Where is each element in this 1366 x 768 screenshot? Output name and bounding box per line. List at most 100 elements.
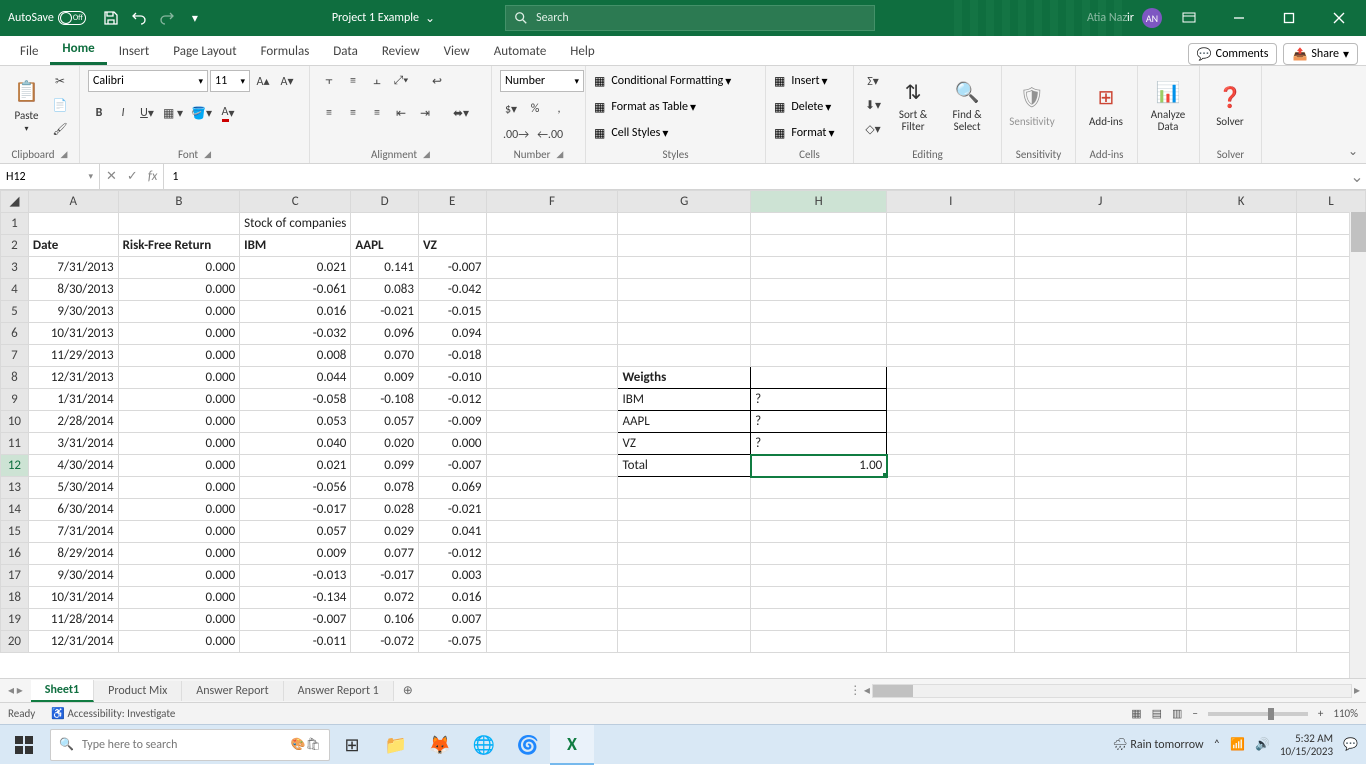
tab-insert[interactable]: Insert (107, 38, 162, 65)
cell[interactable] (618, 301, 751, 323)
cell[interactable] (1186, 323, 1296, 345)
delete-cells-button[interactable]: ▦ Delete ▾ (774, 96, 831, 118)
cell[interactable]: -0.012 (418, 389, 486, 411)
row-header[interactable]: 2 (1, 235, 29, 257)
dialog-launcher-icon[interactable]: ◢ (423, 149, 430, 160)
collapse-ribbon-button[interactable]: ⌄ (1348, 144, 1358, 159)
cell[interactable] (1015, 455, 1186, 477)
cell[interactable] (1186, 301, 1296, 323)
file-name[interactable]: Project 1 Example ⌄ (332, 11, 435, 26)
cell[interactable]: 4/30/2014 (28, 455, 118, 477)
column-header-E[interactable]: E (418, 191, 486, 213)
row-header[interactable]: 6 (1, 323, 29, 345)
cell[interactable]: 11/29/2013 (28, 345, 118, 367)
cell[interactable] (1186, 521, 1296, 543)
cell[interactable] (751, 565, 887, 587)
cell[interactable] (1186, 345, 1296, 367)
row-header[interactable]: 7 (1, 345, 29, 367)
cell[interactable]: Total (618, 455, 751, 477)
cell[interactable]: -0.007 (418, 455, 486, 477)
qat-customize[interactable]: ▾ (182, 4, 208, 32)
wrap-text-button[interactable]: ↩ (426, 70, 448, 92)
avatar[interactable]: AN (1142, 8, 1162, 28)
cell[interactable]: -0.108 (351, 389, 419, 411)
cell[interactable] (618, 257, 751, 279)
cell[interactable]: -0.007 (240, 609, 351, 631)
cell[interactable]: 0.000 (118, 279, 240, 301)
cell[interactable]: 6/30/2014 (28, 499, 118, 521)
cell[interactable] (486, 631, 618, 653)
row-header[interactable]: 15 (1, 521, 29, 543)
cell[interactable]: 0.041 (418, 521, 486, 543)
align-left-button[interactable]: ≡ (318, 102, 340, 124)
row-header[interactable]: 10 (1, 411, 29, 433)
format-cells-button[interactable]: ▦ Format ▾ (774, 122, 834, 144)
cell[interactable]: 0.028 (351, 499, 419, 521)
dialog-launcher-icon[interactable]: ◢ (61, 149, 68, 160)
border-button[interactable]: ▦ ▾ (160, 102, 186, 124)
row-header[interactable]: 8 (1, 367, 29, 389)
cell[interactable] (486, 455, 618, 477)
cell[interactable] (887, 609, 1015, 631)
cell[interactable] (887, 587, 1015, 609)
cell[interactable] (1015, 631, 1186, 653)
comma-button[interactable]: , (548, 98, 570, 120)
cell[interactable] (1186, 631, 1296, 653)
name-box[interactable]: H12▾ (0, 164, 100, 189)
cell[interactable] (618, 631, 751, 653)
decrease-indent-button[interactable]: ⇤ (390, 102, 412, 124)
cell[interactable] (486, 565, 618, 587)
enter-formula-button[interactable]: ✓ (127, 169, 138, 184)
cell[interactable]: 10/31/2014 (28, 587, 118, 609)
cell[interactable] (486, 499, 618, 521)
cell[interactable] (887, 499, 1015, 521)
row-header[interactable]: 13 (1, 477, 29, 499)
solver-button[interactable]: ❓Solver (1208, 70, 1252, 140)
cell[interactable] (751, 345, 887, 367)
cell[interactable] (751, 587, 887, 609)
cell[interactable]: 10/31/2013 (28, 323, 118, 345)
cell[interactable]: 0.000 (118, 631, 240, 653)
cell[interactable] (1186, 587, 1296, 609)
cell[interactable]: -0.075 (418, 631, 486, 653)
column-header-J[interactable]: J (1015, 191, 1186, 213)
cell[interactable]: ? (751, 389, 887, 411)
cell[interactable] (887, 279, 1015, 301)
cell[interactable] (887, 345, 1015, 367)
cell[interactable]: 0.000 (118, 389, 240, 411)
cell[interactable] (751, 279, 887, 301)
accessibility-status[interactable]: ♿ Accessibility: Investigate (51, 707, 175, 720)
cell[interactable] (486, 279, 618, 301)
cell[interactable] (618, 609, 751, 631)
cell[interactable] (1186, 279, 1296, 301)
cell[interactable]: 0.000 (118, 301, 240, 323)
dialog-launcher-icon[interactable]: ◢ (204, 149, 211, 160)
excel-button[interactable]: X (550, 725, 594, 765)
row-header[interactable]: 3 (1, 257, 29, 279)
cell[interactable] (618, 235, 751, 257)
column-header-H[interactable]: H (751, 191, 887, 213)
decrease-decimal-button[interactable]: ←.00 (534, 124, 566, 146)
conditional-formatting-button[interactable]: ▦ Conditional Formatting ▾ (594, 70, 731, 92)
cell[interactable]: 3/31/2014 (28, 433, 118, 455)
column-header-C[interactable]: C (240, 191, 351, 213)
row-header[interactable]: 12 (1, 455, 29, 477)
autosave-switch[interactable]: Off (58, 11, 86, 25)
cell[interactable]: 1/31/2014 (28, 389, 118, 411)
view-page-break-button[interactable]: ▥ (1172, 707, 1182, 720)
row-header[interactable]: 5 (1, 301, 29, 323)
cell[interactable]: AAPL (618, 411, 751, 433)
horizontal-scrollbar[interactable] (872, 684, 1352, 698)
tray-overflow[interactable]: ˄ (1214, 738, 1220, 752)
align-bottom-button[interactable]: ⫠ (366, 70, 388, 92)
merge-button[interactable]: ⬌▾ (450, 102, 472, 124)
analyze-data-button[interactable]: 📊Analyze Data (1146, 70, 1190, 140)
cell[interactable] (1015, 301, 1186, 323)
tab-file[interactable]: File (8, 38, 50, 65)
zoom-level[interactable]: 110% (1333, 707, 1358, 720)
cell[interactable] (887, 433, 1015, 455)
column-header-F[interactable]: F (486, 191, 618, 213)
weather-widget[interactable]: 🌧 Rain tomorrow (1112, 737, 1203, 752)
cell[interactable] (1015, 411, 1186, 433)
cell[interactable]: 0.000 (118, 521, 240, 543)
